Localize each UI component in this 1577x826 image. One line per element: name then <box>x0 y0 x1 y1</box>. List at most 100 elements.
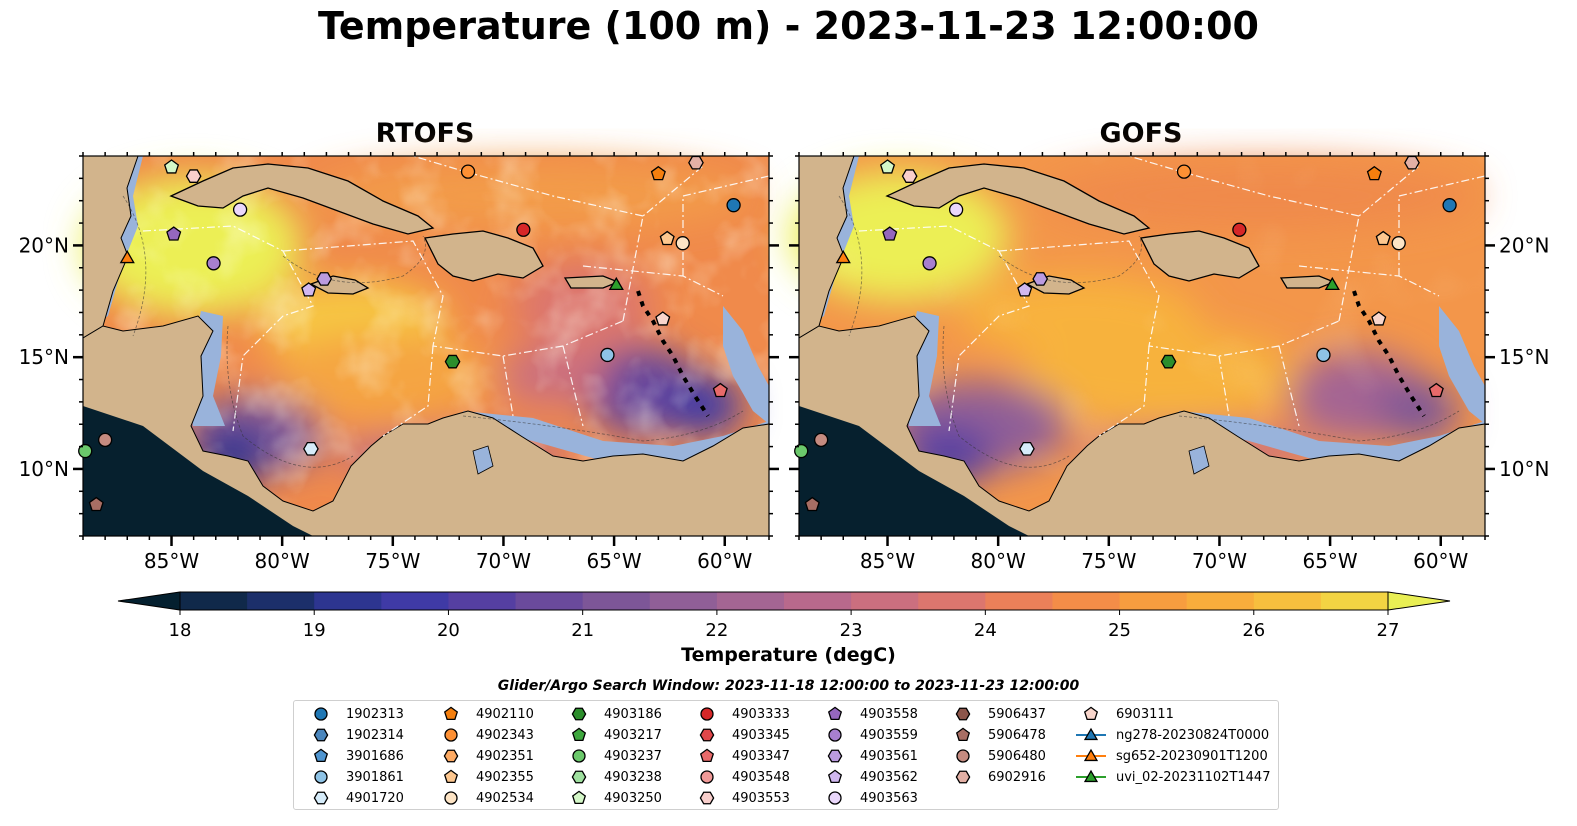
legend-marker-icon <box>444 728 458 742</box>
legend-label: ng278-20230824T0000 <box>1116 727 1270 743</box>
map-marker-4903558 <box>166 226 182 241</box>
legend-marker-icon <box>443 769 459 783</box>
legend-item-4901720: 4901720 <box>304 788 404 808</box>
legend-label: 5906437 <box>988 706 1046 722</box>
map-marker-4903237 <box>794 443 809 459</box>
legend-marker-icon <box>699 728 715 742</box>
legend-marker-icon <box>955 770 971 784</box>
legend-symbol <box>827 706 843 720</box>
map-marker-1902313 <box>1442 198 1457 213</box>
legend-marker-icon <box>1076 727 1106 741</box>
colorbar-tick-label: 27 <box>1377 620 1400 641</box>
map-marker-4903333 <box>1232 222 1247 237</box>
legend-item-4902351: 4902351 <box>434 746 534 766</box>
colorbar-tick-label: 20 <box>437 620 460 641</box>
legend-marker-icon <box>313 748 329 762</box>
legend-label: 5906478 <box>988 727 1046 743</box>
legend-item-4903562: 4903562 <box>818 767 918 787</box>
map-marker-5906480 <box>97 432 113 448</box>
legend-label: 4903561 <box>860 748 918 764</box>
panel-title-rtofs: RTOFS <box>375 118 475 149</box>
legend-symbol <box>1083 706 1099 720</box>
legend-symbol <box>828 728 842 742</box>
legend-marker-icon <box>828 791 842 805</box>
colorbar-segment <box>784 592 852 610</box>
map-marker-4903561 <box>1032 272 1049 286</box>
legend-symbol <box>444 728 458 742</box>
colorbar-label: Temperature (degC) <box>681 644 896 666</box>
legend-marker-icon <box>571 707 587 721</box>
map-marker-sg652-20230901T1200 <box>119 250 135 264</box>
legend-label: sg652-20230901T1200 <box>1116 748 1268 764</box>
legend-symbol <box>443 706 459 720</box>
legend-title: Glider/Argo Search Window: 2023-11-18 12… <box>497 678 1080 694</box>
map-marker-4903250 <box>879 159 896 174</box>
colorbar-segment <box>851 592 919 610</box>
legend-symbol <box>955 707 971 721</box>
legend-label: uvi_02-20231102T1447 <box>1116 769 1271 785</box>
map-marker-5906478 <box>88 496 104 512</box>
legend-item-3901861: 3901861 <box>304 767 404 787</box>
legend-item-4903345: 4903345 <box>690 725 790 745</box>
map-marker-4902343 <box>460 164 476 179</box>
map-marker-sg652-20230901T1200 <box>835 250 851 264</box>
legend-item-4903558: 4903558 <box>818 704 918 724</box>
legend-symbol <box>828 791 842 805</box>
legend-symbol <box>699 791 715 805</box>
legend-marker-icon <box>1076 748 1106 762</box>
legend-label: 3901686 <box>346 748 404 764</box>
legend-marker-icon <box>1083 706 1099 720</box>
map-marker-6903111 <box>1371 311 1387 326</box>
legend-marker-icon <box>314 770 328 784</box>
legend-symbol <box>827 749 843 763</box>
legend-item-1902314: 1902314 <box>304 725 404 745</box>
legend-marker-icon <box>314 707 328 721</box>
map-marker-4902110 <box>1366 165 1382 181</box>
legend-label: 4903559 <box>860 727 918 743</box>
legend-symbol <box>313 791 329 805</box>
legend-item-4903217: 4903217 <box>562 725 662 745</box>
legend-marker-icon <box>571 790 587 804</box>
colorbar: 18 19 20 21 22 23 24 25 26 27 <box>117 591 1451 641</box>
legend-label: 1902313 <box>346 706 404 722</box>
map-marker-4903563 <box>948 202 964 217</box>
legend-symbol <box>314 770 328 784</box>
map-marker-uvi_02-20231102T1447 <box>608 276 624 291</box>
map-marker-4902343 <box>1176 164 1192 179</box>
legend-symbol <box>700 770 714 784</box>
lon-label: 85°W <box>860 549 915 573</box>
lon-label: 65°W <box>586 549 641 573</box>
legend-marker-icon <box>313 728 329 742</box>
lat-label: 10°N <box>19 457 69 481</box>
map-marker-4903559 <box>206 256 221 271</box>
legend-item-5906478: 5906478 <box>946 725 1046 745</box>
map-marker-4902534 <box>1391 236 1406 251</box>
colorbar-segment <box>716 592 785 610</box>
figure-title: Temperature (100 m) - 2023-11-23 12:00:0… <box>317 4 1259 48</box>
legend-item-5906437: 5906437 <box>946 704 1046 724</box>
lat-label: 10°N <box>1499 457 1549 481</box>
legend-label: 3901861 <box>346 769 404 785</box>
legend-item-4903559: 4903559 <box>818 725 918 745</box>
legend-label: 4903250 <box>604 790 662 806</box>
legend-marker-icon <box>827 706 843 720</box>
colorbar-tick-label: 26 <box>1242 620 1265 641</box>
legend-item-6902916: 6902916 <box>946 767 1046 787</box>
legend-label: 6902916 <box>988 769 1046 785</box>
colorbar-segment <box>1320 592 1389 610</box>
map-marker-4902534 <box>675 236 690 251</box>
panel-title-gofs: GOFS <box>1099 118 1183 149</box>
legend-marker-icon <box>700 770 714 784</box>
legend-marker-icon <box>572 749 586 763</box>
legend-item-4903561: 4903561 <box>818 746 918 766</box>
legend-marker-icon <box>827 769 843 783</box>
map-marker-4903558 <box>882 226 898 241</box>
legend-marker-icon <box>571 727 587 741</box>
legend-marker-icon <box>1076 769 1106 783</box>
legend-item-uvi_02-20231102T1447: uvi_02-20231102T1447 <box>1074 767 1270 787</box>
colorbar-tick-label: 19 <box>303 620 326 641</box>
legend-symbol <box>572 749 586 763</box>
lon-label: 70°W <box>1192 549 1247 573</box>
legend-marker-icon <box>699 748 715 762</box>
colorbar-segment <box>1186 592 1255 610</box>
